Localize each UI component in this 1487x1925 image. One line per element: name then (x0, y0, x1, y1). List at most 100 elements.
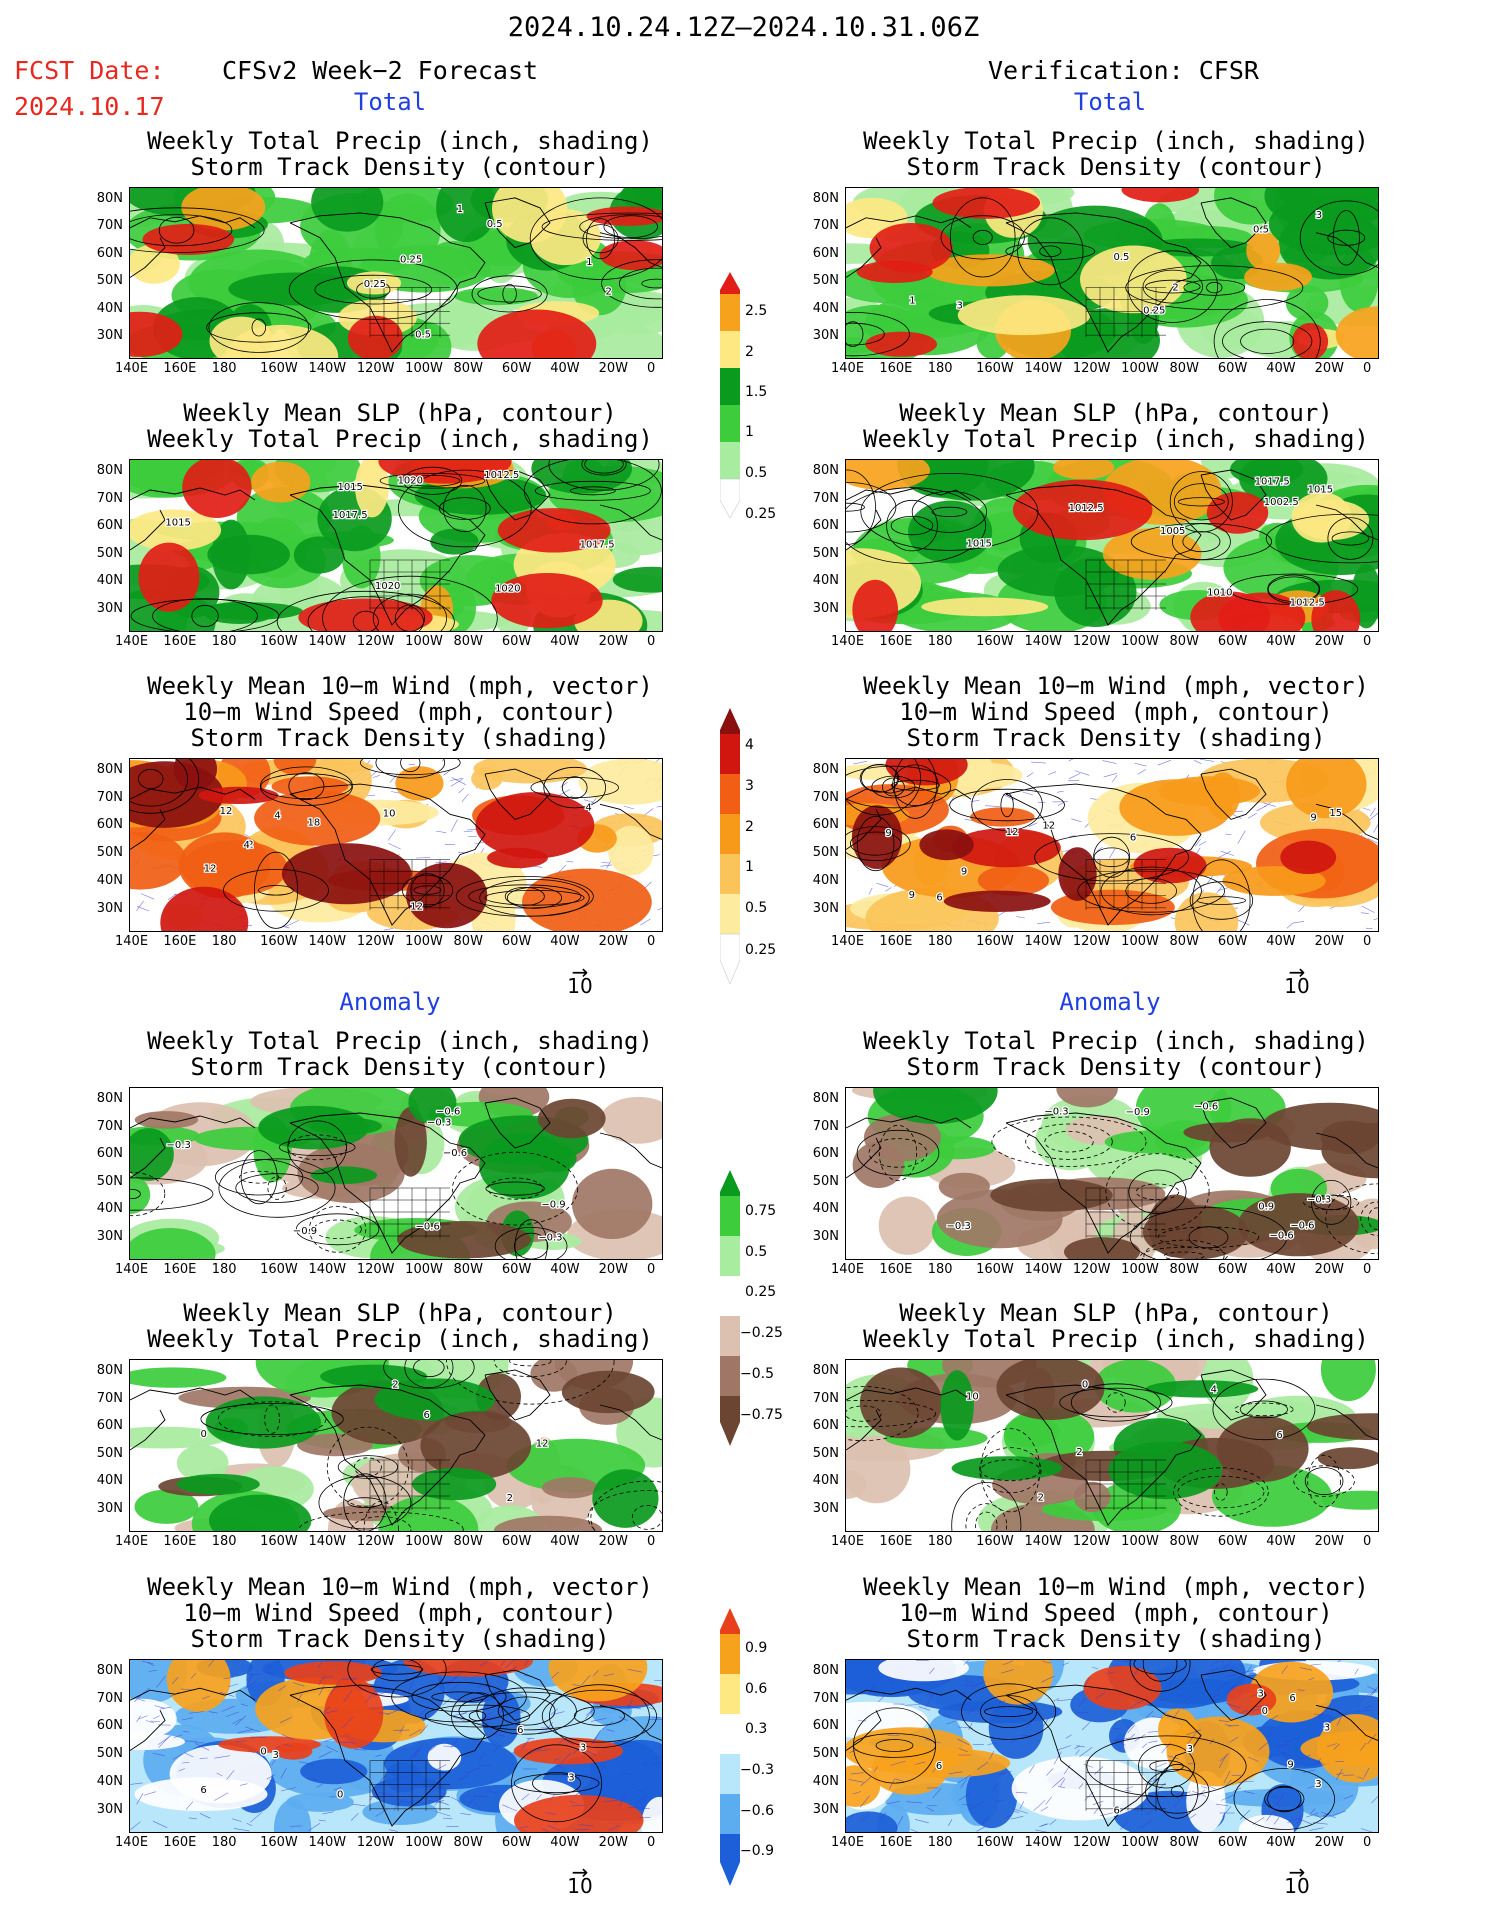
lat-tick-label: 50N (96, 1746, 123, 1762)
contour-label: 10 (966, 1391, 979, 1402)
contour-label: −0.9 (293, 1226, 317, 1237)
contour-label: 0.5 (415, 330, 431, 341)
lat-tick-label: 50N (96, 545, 123, 561)
cb-label-storm-total-5: 0.25 (745, 942, 777, 958)
contour-label: 12 (204, 863, 217, 874)
lon-tick-label: 0 (647, 361, 656, 376)
lon-tick-label: 180 (211, 1534, 237, 1549)
contour-label: 2 (507, 1493, 513, 1504)
contour-label: 12 (536, 1439, 549, 1450)
lat-tick-label: 80N (96, 191, 123, 206)
lat-tick-label: 60N (96, 1146, 123, 1162)
lat-tick-label: 30N (812, 1801, 839, 1817)
lon-tick-label: 40W (550, 1262, 580, 1277)
contour-label: 3 (1187, 1744, 1193, 1755)
contour-label: 1 (586, 257, 592, 268)
contour-label: 4 (274, 811, 280, 822)
lon-tick-label: 80W (453, 1534, 483, 1549)
map-panel-p10: 10 2 2 4 0 6 (845, 1359, 1379, 1532)
cb-label-precip-total-2: 1.5 (745, 384, 768, 400)
lat-tick-label: 70N (96, 490, 123, 506)
contour-label: 4 (244, 840, 250, 851)
contour-label: 1017.5 (580, 540, 615, 551)
contour-label: 0.9 (1258, 1201, 1274, 1212)
panel-title-precip-storm-fcst-total: Weekly Total Precip (inch, shading) Stor… (147, 127, 653, 181)
lon-tick-label: 80W (1169, 1534, 1199, 1549)
lon-tick-label: 140E (831, 1534, 865, 1549)
contour-label: −0.6 (1269, 1231, 1293, 1242)
lon-tick-label: 140W (1024, 934, 1063, 949)
lat-tick-label: 30N (96, 1801, 123, 1817)
lon-tick-label: 120W (1072, 934, 1111, 949)
lon-tick-label: 80W (453, 1835, 483, 1850)
lon-tick-label: 120W (1072, 1534, 1111, 1549)
lon-tick-label: 100W (1121, 361, 1159, 376)
lon-tick-label: 140W (308, 934, 347, 949)
lat-tick-label: 50N (812, 1746, 839, 1762)
lat-tick-label: 70N (812, 1690, 839, 1706)
contour-label: 2 (1038, 1493, 1044, 1504)
lat-tick-label: 60N (96, 817, 123, 833)
cb-label-precip-anom-4: −0.5 (740, 1366, 774, 1382)
cb-label-storm-total-0: 4 (745, 737, 754, 753)
contour-label: 1012.5 (1069, 503, 1104, 514)
contour-label: −0.6 (436, 1107, 460, 1118)
cb-label-storm-anom-2: 0.3 (745, 1721, 768, 1737)
contour-label: 10 (383, 809, 396, 820)
vector-ref-verif-anom: → 10 (1277, 1860, 1317, 1898)
lon-tick-label: 160W (260, 361, 298, 376)
lon-tick-label: 100W (1121, 1835, 1159, 1850)
vector-ref-arrow-icon: → (1288, 1860, 1306, 1884)
lon-tick-label: 60W (501, 1534, 532, 1549)
lat-tick-label: 70N (812, 1118, 839, 1134)
contour-label: 3 (273, 1750, 279, 1761)
lon-tick-label: 40W (1266, 934, 1296, 949)
lon-tick-label: 160E (879, 1262, 913, 1277)
contour-label: −0.3 (427, 1117, 451, 1128)
lon-tick-label: 140W (1024, 1835, 1063, 1850)
lat-tick-label: 60N (96, 518, 123, 534)
lon-tick-label: 160E (163, 1262, 197, 1277)
contour-label: 6 (424, 1410, 430, 1421)
lat-tick-label: 40N (96, 573, 123, 589)
lon-tick-label: 160W (260, 1262, 298, 1277)
lon-tick-label: 40W (1266, 1835, 1296, 1850)
lon-tick-label: 160E (163, 1534, 197, 1549)
lat-tick-label: 80N (96, 1663, 123, 1678)
lon-tick-label: 140E (115, 1262, 149, 1277)
lon-tick-label: 100W (1121, 934, 1159, 949)
contour-label: 6 (1276, 1430, 1282, 1441)
lon-tick-label: 20W (1314, 361, 1345, 376)
lon-tick-label: 120W (356, 1835, 395, 1850)
lat-tick-label: 60N (812, 1718, 839, 1734)
lon-tick-label: 100W (405, 934, 443, 949)
lon-tick-label: 120W (1072, 1262, 1111, 1277)
cb-label-storm-anom-5: −0.9 (740, 1843, 774, 1859)
lon-tick-label: 180 (211, 1835, 237, 1850)
lon-tick-label: 100W (405, 1262, 443, 1277)
contour-label: 0.5 (1253, 225, 1269, 236)
panel-title-precip-storm-verif-anom: Weekly Total Precip (inch, shading) Stor… (863, 1027, 1369, 1081)
colorbar-storm-total (719, 708, 741, 992)
cb-label-precip-anom-2: 0.25 (745, 1284, 777, 1300)
cb-label-precip-anom-1: 0.5 (745, 1244, 768, 1260)
lat-tick-label: 50N (812, 273, 839, 289)
lon-tick-label: 120W (1072, 361, 1111, 376)
lon-tick-label: 20W (598, 1835, 629, 1850)
cb-label-storm-anom-0: 0.9 (745, 1640, 768, 1656)
lon-tick-label: 140E (831, 361, 865, 376)
lat-tick-label: 80N (96, 1363, 123, 1378)
lat-tick-label: 50N (96, 1173, 123, 1189)
lon-tick-label: 20W (598, 361, 629, 376)
lat-tick-label: 80N (96, 1091, 123, 1106)
lon-tick-label: 100W (405, 1835, 443, 1850)
lon-tick-label: 60W (1217, 634, 1248, 649)
contour-label: −0.3 (1307, 1195, 1331, 1206)
map-panel-p7: −0.3 −0.9 −0.6 −0.3 −0.6 −0.6 −0.9 −0.3 (129, 1087, 663, 1260)
lon-tick-label: 140E (831, 934, 865, 949)
lon-tick-label: 60W (501, 1835, 532, 1850)
contour-label: 0.25 (1143, 306, 1165, 317)
lon-tick-label: 0 (1363, 361, 1372, 376)
contour-label: 1 (909, 295, 915, 306)
panel-title-slp-precip-fcst-anom: Weekly Mean SLP (hPa, contour) Weekly To… (147, 1299, 653, 1353)
